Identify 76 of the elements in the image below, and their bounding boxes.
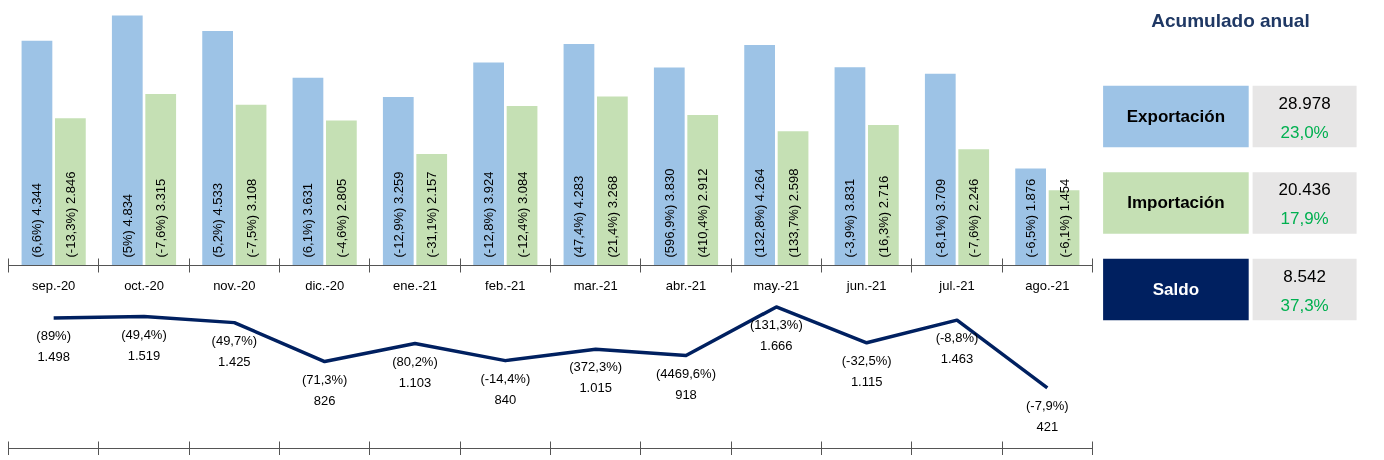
data-label: (6,1%) 3.631 — [300, 183, 316, 258]
bar — [55, 118, 86, 266]
text: 17,9% — [1280, 209, 1329, 229]
bar — [292, 77, 324, 266]
data-label: (4469,6%) 918 — [656, 365, 716, 402]
bar — [958, 149, 990, 266]
data-label: (-7,6%) 2.246 — [966, 178, 982, 258]
data-label: (596,9%) 3.830 — [661, 168, 677, 258]
bar — [111, 15, 143, 266]
data-label: (-32,5%) 1.115 — [841, 352, 892, 389]
bar — [653, 67, 685, 266]
data-label: (-8,1%) 3.709 — [932, 178, 948, 258]
data-label: (5,2%) 4.533 — [210, 183, 226, 258]
x-tick-label: nov.-20 — [213, 277, 256, 293]
x-tick-label: abr.-21 — [665, 277, 707, 293]
text: 8.542 — [1283, 266, 1326, 286]
data-label: (47,4%) 4.283 — [571, 175, 587, 258]
bar — [21, 40, 53, 266]
data-label: (-31,1%) 2.157 — [424, 171, 440, 258]
x-tick-label: jun.-21 — [845, 277, 887, 293]
bar — [924, 73, 956, 266]
text: 20.436 — [1278, 180, 1331, 200]
data-label: (-13,3%) 2.846 — [62, 171, 78, 258]
category-label: Exportación — [1126, 107, 1226, 127]
text: 23,0% — [1280, 122, 1329, 142]
data-label: (89%) 1.498 — [36, 327, 72, 364]
data-label: (-6,1%) 1.454 — [1056, 178, 1072, 258]
bar — [563, 44, 595, 266]
text: 37,3% — [1280, 295, 1329, 315]
data-label: (410,4%) 2.912 — [695, 168, 711, 258]
data-label: (-8,8%) 1.463 — [935, 330, 979, 367]
text: 28.978 — [1278, 93, 1331, 113]
data-label: (-7,9%) 421 — [1026, 397, 1069, 434]
data-label: (21,4%) 3.268 — [604, 175, 620, 258]
bar — [744, 44, 775, 266]
bar — [145, 94, 177, 266]
data-label: (372,3%) 1.015 — [569, 359, 623, 396]
bar — [597, 96, 628, 266]
bar — [834, 67, 866, 266]
data-label: (132,8%) 4.264 — [752, 168, 768, 258]
data-label: (49,4%) 1.519 — [121, 326, 167, 363]
x-tick-label: may.-21 — [753, 277, 800, 293]
x-tick-label: feb.-21 — [485, 277, 526, 293]
category-label: Importación — [1127, 193, 1225, 213]
data-label: (-12,4%) 3.084 — [514, 171, 530, 258]
x-tick-label: sep.-20 — [31, 277, 76, 293]
data-label: (71,3%) 826 — [301, 371, 348, 408]
data-label: (-12,9%) 3.259 — [390, 171, 406, 258]
x-tick-label: jul.-21 — [938, 277, 975, 293]
x-tick-label: oct.-20 — [124, 277, 164, 293]
x-tick-label: dic.-20 — [305, 277, 345, 293]
data-label: (-7,6%) 3.315 — [153, 178, 169, 258]
data-label: (-12,8%) 3.924 — [481, 171, 497, 258]
bar — [687, 114, 719, 266]
data-label: (6,6%) 4.344 — [29, 183, 45, 258]
data-label: (-6,5%) 1.876 — [1023, 178, 1039, 258]
x-tick-label: ago.-21 — [1025, 277, 1070, 293]
bar — [868, 125, 899, 266]
bar — [473, 62, 504, 266]
text: Acumulado anual — [1151, 10, 1310, 32]
bar — [202, 31, 233, 266]
bar — [326, 120, 357, 266]
bar — [382, 96, 414, 266]
data-label: (80,2%) 1.103 — [392, 353, 438, 390]
data-label: (-4,6%) 2.805 — [333, 178, 349, 258]
category-label: Saldo — [1152, 279, 1200, 299]
data-label: (49,7%) 1.425 — [211, 332, 258, 369]
data-label: (-3,9%) 3.831 — [842, 178, 858, 258]
x-tick-label: ene.-21 — [392, 277, 438, 293]
data-label: (131,3%) 1.666 — [749, 316, 803, 353]
data-label: (-14,4%) 840 — [480, 370, 531, 407]
x-tick-label: mar.-21 — [573, 277, 618, 293]
data-label: (133,7%) 2.598 — [785, 168, 801, 258]
data-label: (5%) 4.834 — [119, 193, 135, 258]
data-label: (16,3%) 2.716 — [875, 175, 891, 258]
data-label: (-7,5%) 3.108 — [243, 178, 259, 258]
